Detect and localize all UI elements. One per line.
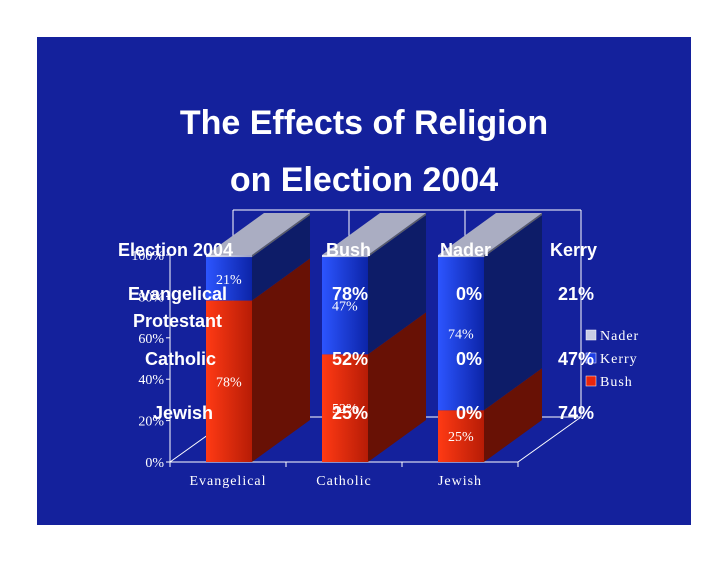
legend-label-bush: Bush [600, 375, 633, 390]
title-line-1: The Effects of Religion [179, 104, 549, 142]
bar-front-bush [206, 300, 252, 462]
bar-front-nader [322, 255, 368, 258]
legend-label-nader: Nader [600, 329, 639, 344]
y-tick-label: 40% [138, 373, 164, 388]
x-tick-label: Evangelical [189, 474, 266, 489]
bar-front-bush [438, 410, 484, 462]
bar-front-kerry [322, 257, 368, 355]
table-row-group-line1: Evangelical [128, 284, 228, 304]
y-tick-label: 20% [138, 415, 164, 430]
bar-side-bush [368, 312, 426, 462]
table-cell-bush: 78% [332, 284, 369, 304]
data-label-kerry: 47% [332, 300, 358, 315]
data-label-kerry: 21% [216, 273, 242, 288]
x-tick-label: Jewish [438, 474, 482, 489]
chart-bars [206, 213, 542, 462]
table-header-kerry: Kerry [550, 240, 598, 260]
y-tick-label: 100% [131, 249, 164, 264]
bar-front-kerry [206, 257, 252, 301]
bar-side-nader [484, 213, 542, 258]
chart-axis: 0% 20% 40% 60% 80% 100% Evangelical Catholic Jew… [131, 249, 519, 489]
legend-swatch-kerry [585, 352, 597, 364]
table-cell-nader: 0% [456, 284, 483, 304]
table-row-group: Jewish [153, 403, 214, 423]
bar-top-nader [438, 213, 542, 255]
y-tick-label: 80% [138, 290, 164, 305]
table-header-nader: Nader [440, 240, 492, 260]
bar-top-nader [322, 213, 426, 255]
data-label-bush: 25% [448, 430, 474, 445]
bar-side-kerry [484, 215, 542, 411]
title-line-2: on Election 2004 [229, 161, 499, 199]
bar-side-nader [368, 213, 426, 258]
chart-data-labels: 78% 21% 52% 47% 25% 74% [216, 273, 474, 445]
table-cell-nader: 0% [456, 403, 483, 423]
table-cell-kerry: 47% [558, 349, 595, 369]
x-tick-label: Catholic [316, 474, 371, 489]
bar-side-kerry [252, 215, 310, 301]
data-label-bush: 78% [216, 375, 242, 390]
chart-legend: Nader Kerry Bush [582, 322, 654, 390]
table-cell-kerry: 74% [558, 403, 595, 423]
table-header-bush: Bush [326, 240, 371, 260]
bar-side-bush [252, 258, 310, 462]
y-tick-label: 60% [138, 332, 164, 347]
bar-front-nader [206, 255, 252, 258]
y-tick-label: 0% [145, 456, 164, 471]
legend-swatch-bush [585, 375, 597, 387]
table-cell-kerry: 21% [558, 284, 595, 304]
table-cell-bush: 25% [332, 403, 369, 423]
slide-title: The Effects of Religion on Election 2004 [37, 95, 691, 209]
data-label-bush: 52% [332, 402, 358, 417]
data-label-kerry: 74% [448, 328, 474, 343]
bar-side-bush [484, 368, 542, 462]
bar-front-nader [438, 255, 484, 258]
bar-side-nader [252, 213, 310, 258]
table-cell-bush: 52% [332, 349, 369, 369]
bar-top-nader [206, 213, 310, 255]
table-row-group-line2: Protestant [133, 311, 223, 331]
table-row-group: Catholic [145, 349, 217, 369]
table-cell-nader: 0% [456, 349, 483, 369]
legend-swatch-nader [585, 329, 597, 341]
legend-label-kerry: Kerry [600, 352, 638, 367]
bar-front-bush [322, 354, 368, 462]
bar-front-kerry [438, 257, 484, 411]
bar-side-kerry [368, 215, 426, 355]
table-header-group: Election 2004 [118, 240, 234, 260]
